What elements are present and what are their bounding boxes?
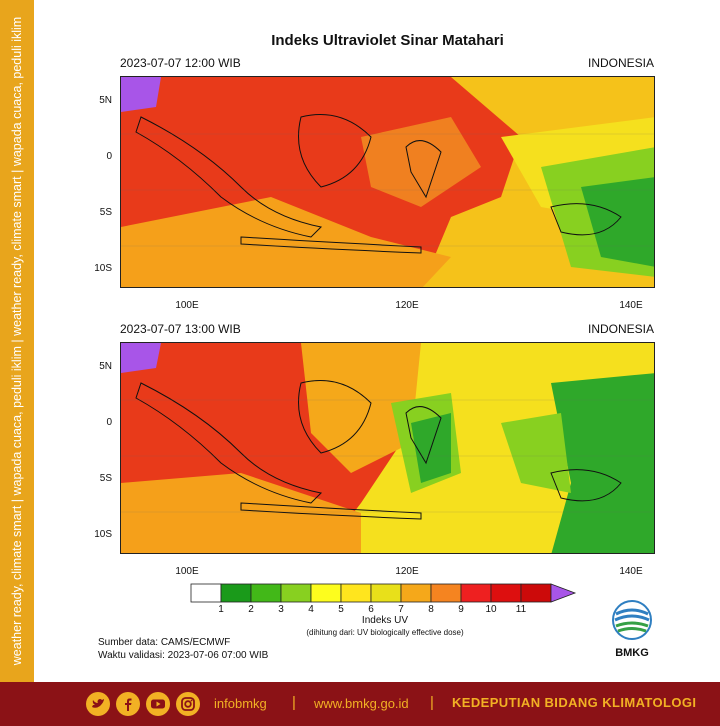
colorbar-swatch — [340, 583, 372, 603]
map-title: Indeks Ultraviolet Sinar Matahari — [271, 32, 504, 49]
lat-tick-5s: 5S — [99, 207, 112, 218]
lon-tick-120e: 120E — [395, 566, 419, 577]
colorbar-label: 5 — [338, 604, 344, 615]
logo-text: BMKG — [615, 647, 649, 659]
lat-tick-5s: 5S — [99, 473, 112, 484]
colorbar-swatch — [400, 583, 432, 603]
footer-separator: | — [430, 694, 434, 711]
side-strip: weather ready, climate smart | wapada cu… — [0, 0, 34, 682]
side-tagline: weather ready, climate smart | wapada cu… — [10, 16, 24, 666]
colorbar-swatch — [250, 583, 282, 603]
lat-tick-5n: 5N — [99, 95, 112, 106]
colorbar-label: 10 — [485, 604, 497, 615]
lon-tick-120e: 120E — [395, 300, 419, 311]
lon-tick-100e: 100E — [175, 566, 199, 577]
twitter-icon[interactable] — [86, 692, 110, 716]
panel-2-datetime: 2023-07-07 13:00 WIB — [120, 322, 241, 336]
colorbar-swatch — [370, 583, 402, 603]
colorbar-label: 1 — [218, 604, 224, 615]
panel-2-map — [120, 342, 655, 554]
colorbar-label: 9 — [458, 604, 464, 615]
colorbar-label: 8 — [428, 604, 434, 615]
colorbar-label: 4 — [308, 604, 314, 615]
lat-tick-0: 0 — [106, 417, 112, 428]
lat-tick-5n: 5N — [99, 361, 112, 372]
footer-bar: infobmkg | www.bmkg.go.id | KEDEPUTIAN B… — [0, 682, 720, 726]
facebook-icon[interactable] — [116, 692, 140, 716]
colorbar-note: (dihitung dari: UV biologically effectiv… — [306, 628, 464, 637]
footer-department: KEDEPUTIAN BIDANG KLIMATOLOGI — [452, 695, 697, 710]
footer-website[interactable]: www.bmkg.go.id — [314, 696, 409, 711]
colorbar-arrow — [550, 583, 577, 603]
instagram-icon[interactable] — [176, 692, 200, 716]
footer-separator: | — [292, 694, 296, 711]
colorbar-swatch — [430, 583, 462, 603]
panel-1-region: INDONESIA — [587, 56, 654, 70]
colorbar-label: 11 — [515, 604, 527, 615]
colorbar-swatch — [490, 583, 522, 603]
colorbar-title: Indeks UV — [361, 615, 409, 626]
lat-tick-10s: 10S — [94, 529, 112, 540]
panel-1-map — [120, 76, 655, 288]
panel-2-region: INDONESIA — [587, 322, 654, 336]
uv-colorbar — [190, 583, 577, 603]
lon-tick-100e: 100E — [175, 300, 199, 311]
validity-time: Waktu validasi: 2023-07-06 07:00 WIB — [98, 650, 269, 661]
colorbar-label: 3 — [278, 604, 284, 615]
data-source: Sumber data: CAMS/ECMWF — [98, 637, 231, 648]
colorbar-swatch — [520, 583, 552, 603]
colorbar-label: 6 — [368, 604, 374, 615]
colorbar-swatch — [220, 583, 252, 603]
colorbar-swatch — [310, 583, 342, 603]
lat-tick-0: 0 — [106, 151, 112, 162]
youtube-icon[interactable] — [146, 692, 170, 716]
bmkg-logo: BMKG — [612, 600, 652, 659]
colorbar-swatch — [280, 583, 312, 603]
lon-tick-140e: 140E — [619, 300, 643, 311]
lat-tick-10s: 10S — [94, 263, 112, 274]
colorbar-label: 2 — [248, 604, 254, 615]
panel-1-datetime: 2023-07-07 12:00 WIB — [120, 56, 241, 70]
lon-tick-140e: 140E — [619, 566, 643, 577]
colorbar-swatch — [190, 583, 222, 603]
footer-handle[interactable]: infobmkg — [214, 696, 267, 711]
colorbar-label: 7 — [398, 604, 404, 615]
colorbar-swatch — [460, 583, 492, 603]
